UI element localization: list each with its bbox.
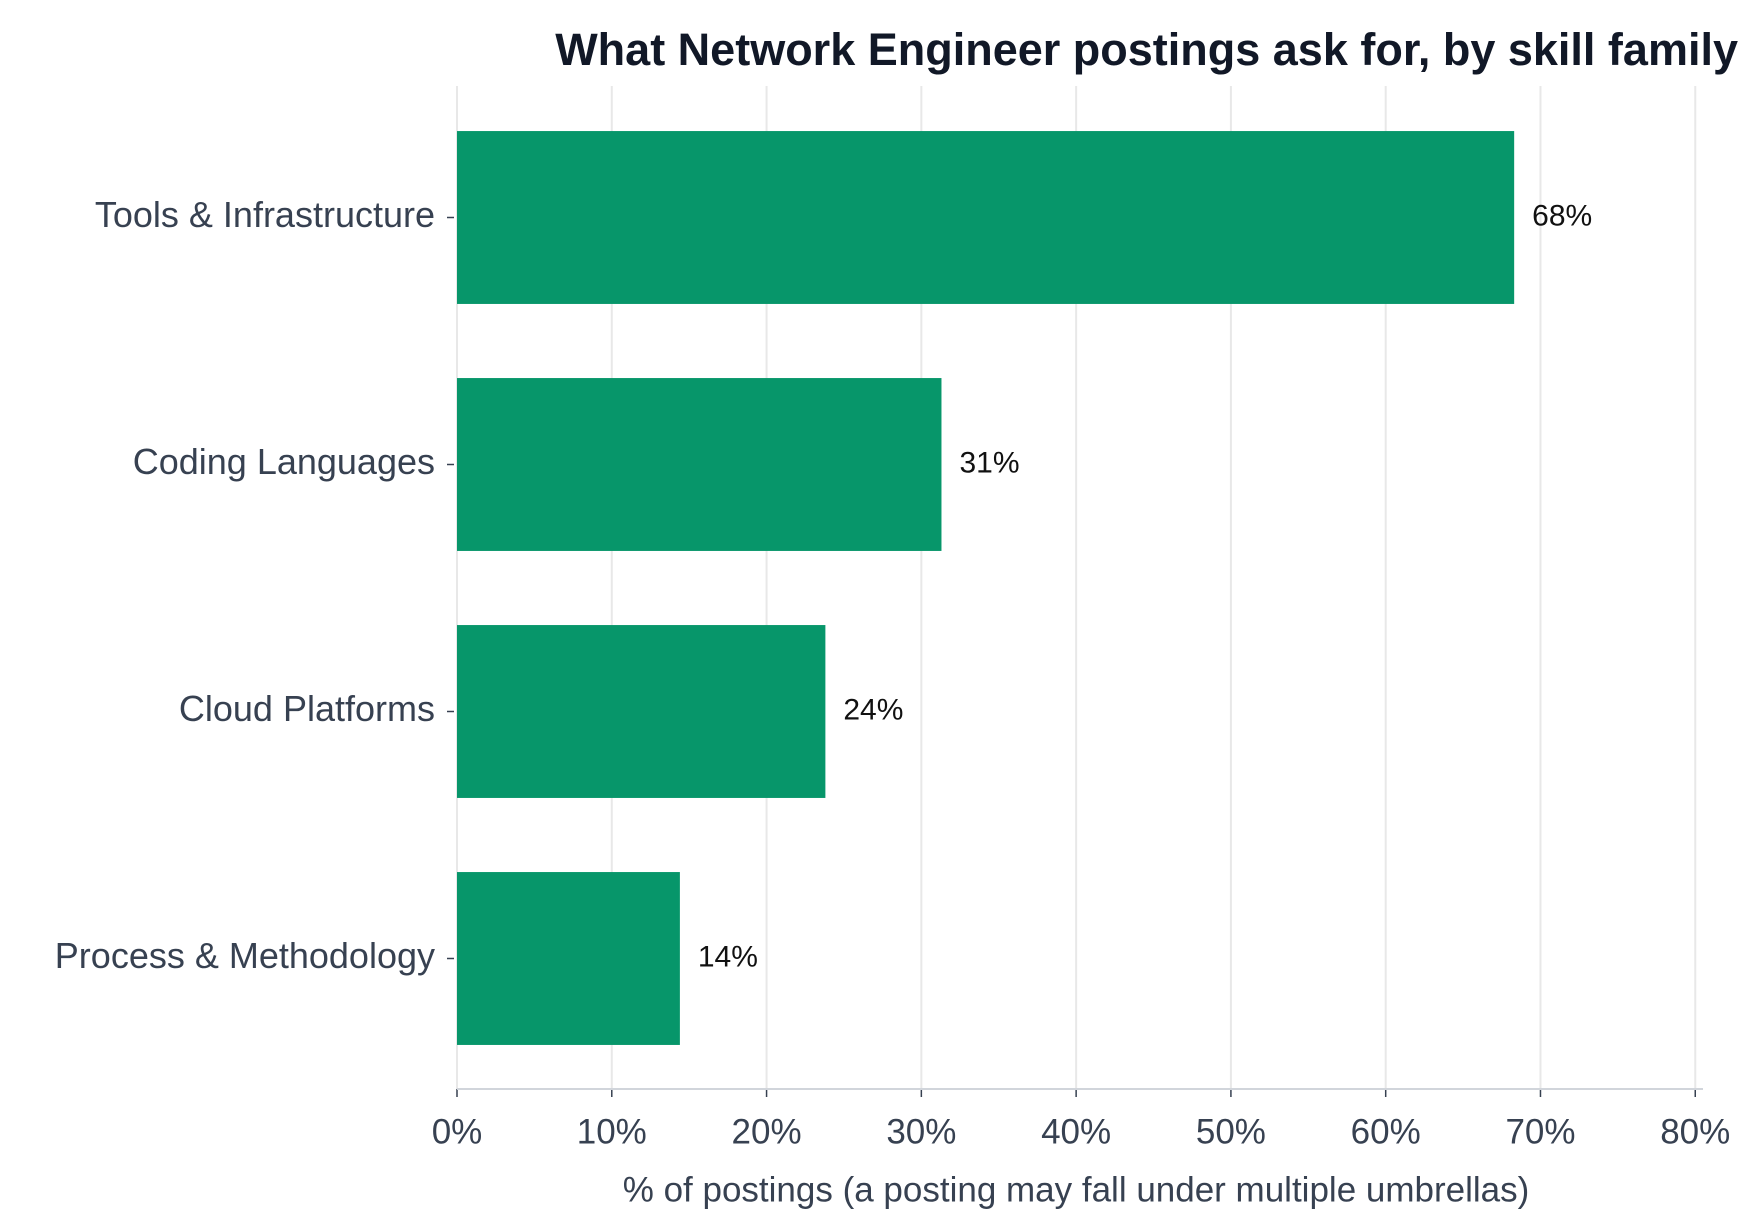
x-axis-label: % of postings (a posting may fall under …: [623, 1170, 1530, 1209]
chart-title: What Network Engineer postings ask for, …: [555, 24, 1738, 75]
y-tick-label: Cloud Platforms: [179, 688, 435, 729]
data-label: 14%: [698, 940, 758, 973]
data-label: 24%: [843, 693, 903, 726]
y-tick-label: Tools & Infrastructure: [95, 194, 435, 235]
x-tick-label: 70%: [1505, 1112, 1575, 1151]
x-tick-label: 50%: [1196, 1112, 1266, 1151]
y-tick-label: Coding Languages: [133, 441, 435, 482]
data-label: 31%: [959, 446, 1019, 479]
bar: [457, 378, 942, 551]
x-tick-label: 10%: [577, 1112, 647, 1151]
x-tick-label: 40%: [1041, 1112, 1111, 1151]
x-tick-label: 80%: [1660, 1112, 1730, 1151]
data-label: 68%: [1532, 199, 1592, 232]
x-tick-label: 60%: [1351, 1112, 1421, 1151]
bar: [457, 625, 826, 798]
x-tick-label: 0%: [432, 1112, 483, 1151]
bar: [457, 872, 680, 1045]
y-tick-label: Process & Methodology: [55, 935, 435, 976]
x-tick-label: 20%: [732, 1112, 802, 1151]
bar: [457, 131, 1515, 304]
x-tick-label: 30%: [886, 1112, 956, 1151]
